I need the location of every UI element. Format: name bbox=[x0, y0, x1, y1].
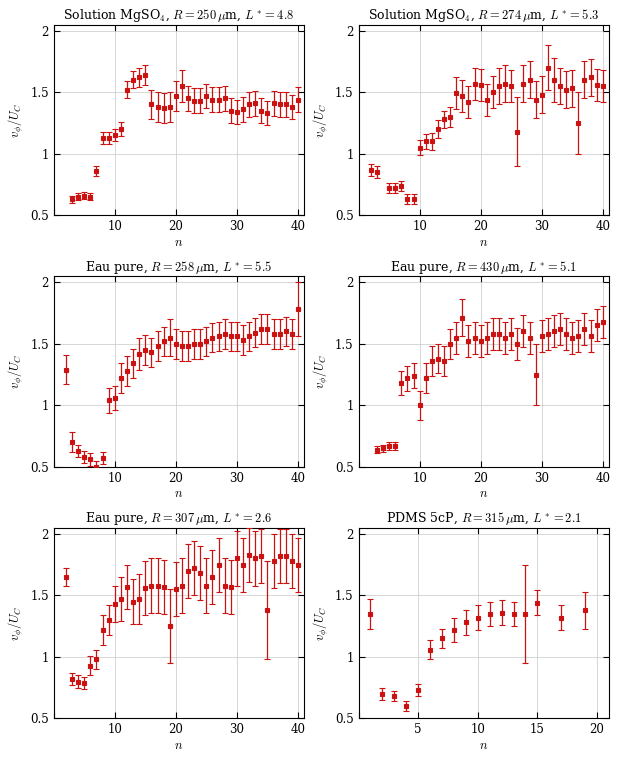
Title: Solution MgSO$_4$, $R = 274\,\mu$m, $L^* = 5.3$: Solution MgSO$_4$, $R = 274\,\mu$m, $L^*… bbox=[368, 7, 599, 24]
Title: Solution MgSO$_4$, $R = 250\,\mu$m, $L^* = 4.8$: Solution MgSO$_4$, $R = 250\,\mu$m, $L^*… bbox=[63, 7, 295, 24]
Title: Eau pure, $R = 430\,\mu$m, $L^* = 5.1$: Eau pure, $R = 430\,\mu$m, $L^* = 5.1$ bbox=[391, 259, 577, 276]
Y-axis label: $v_\phi/U_C$: $v_\phi/U_C$ bbox=[311, 605, 331, 641]
Y-axis label: $v_\phi/U_C$: $v_\phi/U_C$ bbox=[7, 354, 26, 389]
Title: Eau pure, $R = 258\,\mu$m, $L^* = 5.5$: Eau pure, $R = 258\,\mu$m, $L^* = 5.5$ bbox=[85, 259, 273, 276]
Y-axis label: $v_\phi/U_C$: $v_\phi/U_C$ bbox=[7, 605, 26, 641]
Title: Eau pure, $R = 307\,\mu$m, $L^* = 2.6$: Eau pure, $R = 307\,\mu$m, $L^* = 2.6$ bbox=[85, 510, 273, 528]
X-axis label: $n$: $n$ bbox=[174, 739, 184, 752]
X-axis label: $n$: $n$ bbox=[174, 236, 184, 249]
Y-axis label: $v_\phi/U_C$: $v_\phi/U_C$ bbox=[7, 102, 26, 137]
X-axis label: $n$: $n$ bbox=[479, 487, 488, 500]
X-axis label: $n$: $n$ bbox=[174, 487, 184, 500]
X-axis label: $n$: $n$ bbox=[479, 236, 488, 249]
Title: PDMS 5cP, $R = 315\,\mu$m, $L^* = 2.1$: PDMS 5cP, $R = 315\,\mu$m, $L^* = 2.1$ bbox=[386, 510, 582, 528]
X-axis label: $n$: $n$ bbox=[479, 739, 488, 752]
Y-axis label: $v_\phi/U_C$: $v_\phi/U_C$ bbox=[311, 354, 331, 389]
Y-axis label: $v_\phi/U_C$: $v_\phi/U_C$ bbox=[311, 102, 331, 137]
